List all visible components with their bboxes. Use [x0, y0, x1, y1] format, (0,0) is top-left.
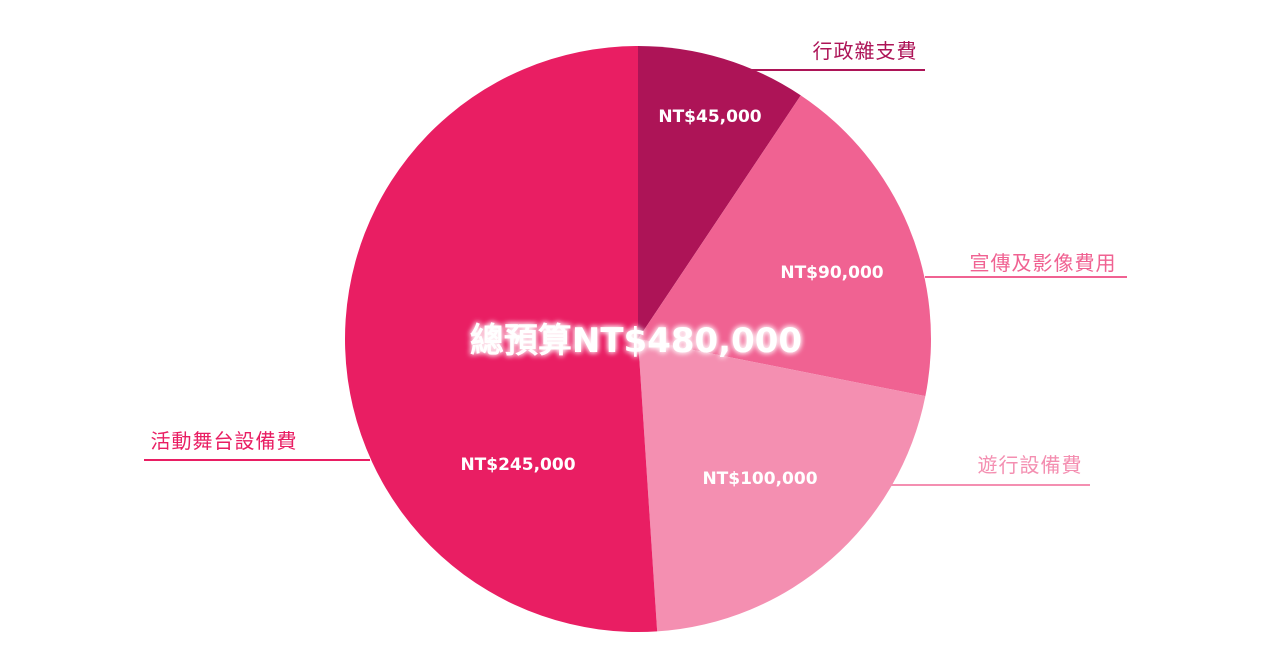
category-label-4: 活動舞台設備費: [151, 429, 298, 453]
slice-value-label-4: NT$245,000: [460, 455, 575, 475]
slice-value-label-3: NT$100,000: [702, 469, 817, 489]
slice-value-label-2: NT$90,000: [780, 263, 883, 283]
chart-title: 總預算NT$480,000: [470, 321, 802, 361]
category-label-1: 行政雜支費: [813, 39, 918, 63]
slice-value-label-1: NT$45,000: [658, 107, 761, 127]
category-label-2: 宣傳及影像費用: [970, 251, 1117, 275]
category-label-3: 遊行設備費: [978, 453, 1083, 477]
